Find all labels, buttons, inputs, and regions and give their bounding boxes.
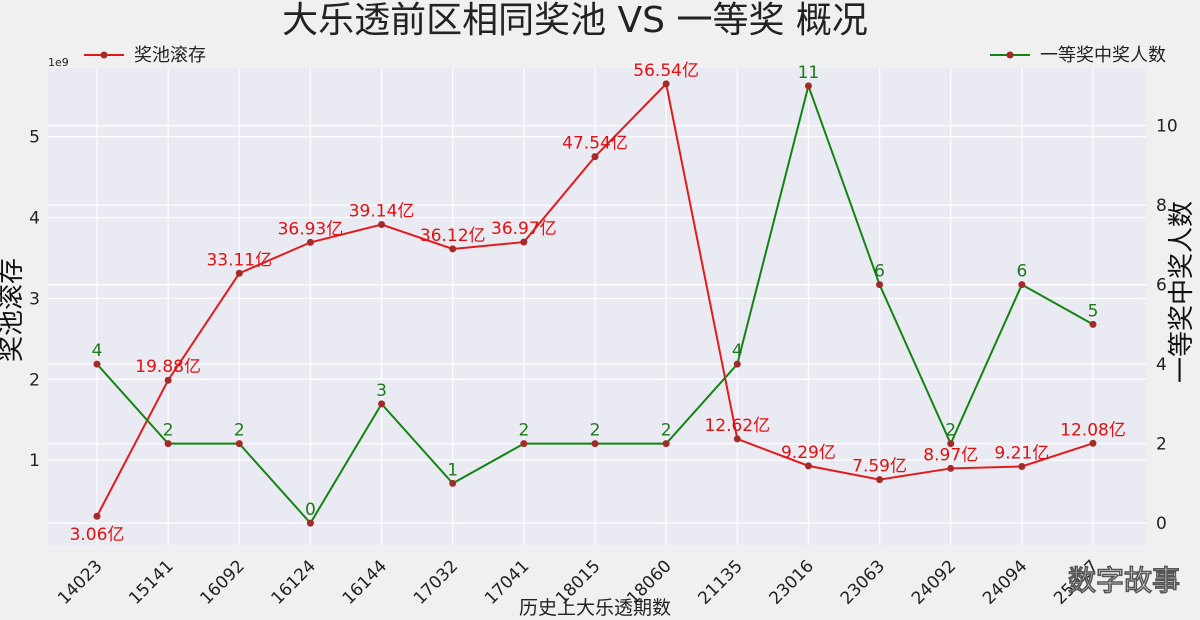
- winners-point: [378, 400, 386, 408]
- x-axis-label: 历史上大乐透期数: [519, 597, 671, 619]
- y-right-tick-label: 8: [1156, 196, 1167, 216]
- y-axis-left-label: 奖池滚存: [0, 258, 27, 362]
- pool-point: [1089, 439, 1097, 447]
- winners-point: [947, 440, 955, 448]
- y-right-tick-label: 6: [1156, 276, 1167, 296]
- y-left-tick-label: 4: [29, 209, 40, 229]
- x-tick-label: 24092: [908, 556, 960, 608]
- legend-winners-marker: [1006, 51, 1014, 59]
- pool-point: [235, 269, 243, 277]
- winners-point: [520, 440, 528, 448]
- pool-point: [520, 238, 528, 246]
- winners-point: [733, 360, 741, 368]
- pool-data-label: 33.11亿: [206, 250, 272, 270]
- pool-point: [93, 512, 101, 520]
- winners-point: [235, 440, 243, 448]
- y-left-tick-label: 3: [29, 289, 40, 309]
- pool-data-label: 36.97亿: [491, 219, 557, 239]
- pool-point: [662, 80, 670, 88]
- winners-data-label: 2: [163, 421, 174, 441]
- legend-left: 奖池滚存: [84, 45, 206, 66]
- y-left-tick-label: 1: [29, 451, 40, 471]
- pool-data-label: 9.29亿: [781, 443, 836, 463]
- legend-pool-marker: [100, 51, 108, 59]
- winners-data-label: 6: [1016, 262, 1027, 282]
- chart-title: 大乐透前区相同奖池 VS 一等奖 概况: [282, 0, 868, 41]
- pool-data-label: 36.93亿: [278, 219, 344, 239]
- winners-point: [591, 440, 599, 448]
- pool-point: [733, 435, 741, 443]
- left-axis-multiplier: 1e9: [48, 56, 69, 69]
- pool-point: [947, 464, 955, 472]
- pool-data-label: 8.97亿: [923, 445, 978, 465]
- winners-data-label: 2: [518, 421, 529, 441]
- winners-point: [662, 440, 670, 448]
- pool-data-label: 9.21亿: [994, 443, 1049, 463]
- pool-point: [804, 462, 812, 470]
- pool-data-label: 47.54亿: [562, 134, 628, 154]
- legend-winners-label: 一等奖中奖人数: [1040, 45, 1166, 66]
- winners-point: [306, 519, 314, 527]
- x-tick-label: 23016: [766, 556, 818, 608]
- pool-point: [306, 238, 314, 246]
- winners-data-label: 3: [376, 381, 387, 401]
- winners-point: [164, 440, 172, 448]
- winners-data-label: 2: [590, 421, 601, 441]
- legend-right: 一等奖中奖人数: [990, 45, 1166, 66]
- winners-data-label: 2: [661, 421, 672, 441]
- x-tick-label: 16092: [196, 556, 248, 608]
- y-axis-right-label: 一等奖中奖人数: [1167, 201, 1197, 383]
- y-left-tick-label: 5: [29, 128, 40, 148]
- pool-data-label: 12.62亿: [704, 416, 770, 436]
- x-tick-label: 17032: [410, 556, 462, 608]
- pool-data-label: 56.54亿: [633, 61, 699, 81]
- winners-data-label: 11: [798, 63, 820, 83]
- y-right-tick-label: 10: [1156, 117, 1178, 137]
- pool-point: [378, 221, 386, 229]
- y-right-tick-label: 4: [1156, 355, 1167, 375]
- winners-data-label: 4: [92, 341, 103, 361]
- pool-data-label: 7.59亿: [852, 457, 907, 477]
- winners-point: [449, 479, 457, 487]
- legend-pool-label: 奖池滚存: [134, 45, 206, 66]
- winners-point: [93, 360, 101, 368]
- winners-data-label: 2: [945, 421, 956, 441]
- x-tick-label: 15141: [125, 556, 177, 608]
- x-tick-label: 16144: [339, 556, 391, 608]
- pool-data-label: 3.06亿: [70, 525, 125, 545]
- pool-point: [1018, 462, 1026, 470]
- winners-point: [804, 82, 812, 90]
- pool-point: [449, 245, 457, 253]
- winners-data-label: 5: [1088, 301, 1099, 321]
- pool-data-label: 39.14亿: [349, 202, 415, 222]
- pool-point: [164, 376, 172, 384]
- x-tick-label: 16124: [268, 556, 320, 608]
- series-group: [93, 80, 1097, 527]
- y-right-tick-label: 0: [1156, 514, 1167, 534]
- winners-point: [1089, 320, 1097, 328]
- winners-data-label: 4: [732, 341, 743, 361]
- x-tick-label: 14023: [54, 556, 106, 608]
- y-left-tick-label: 2: [29, 370, 40, 390]
- x-tick-label: 21135: [694, 556, 746, 608]
- winners-point: [876, 281, 884, 289]
- pool-data-label: 19.88亿: [135, 357, 201, 377]
- winners-data-label: 1: [447, 460, 458, 480]
- winners-data-label: 6: [874, 262, 885, 282]
- watermark: 数字故事: [1068, 564, 1180, 597]
- x-tick-label: 24094: [979, 556, 1031, 608]
- y-right-tick-label: 2: [1156, 435, 1167, 455]
- pool-point: [591, 153, 599, 161]
- winners-data-label: 0: [305, 500, 316, 520]
- winners-data-label: 2: [234, 421, 245, 441]
- pool-data-label: 12.08亿: [1060, 420, 1126, 440]
- plot-area: [48, 68, 1146, 545]
- x-tick-label: 23063: [837, 556, 889, 608]
- pool-data-label: 36.12亿: [420, 226, 486, 246]
- pool-point: [876, 476, 884, 484]
- winners-point: [1018, 281, 1026, 289]
